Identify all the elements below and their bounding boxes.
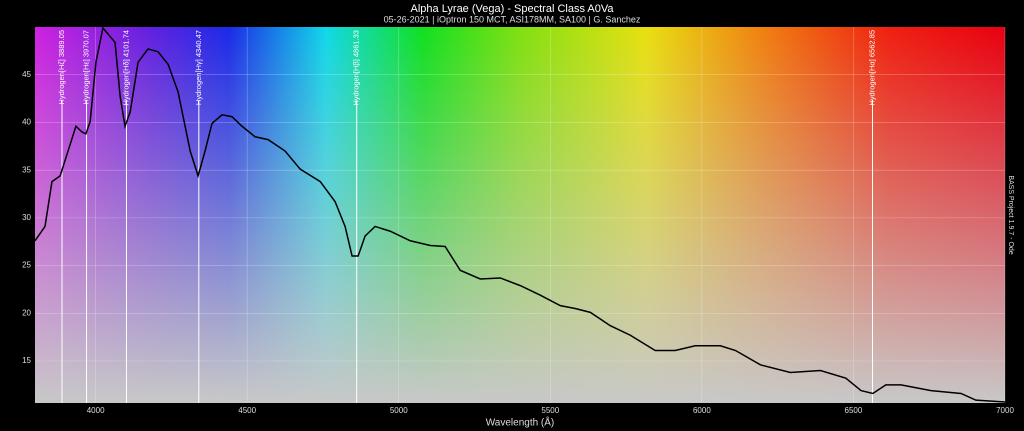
x-tick-label: 4000 xyxy=(87,406,105,415)
y-tick-label: 20 xyxy=(22,308,31,317)
annotation-label: Hydrogen[Hα] 6562.85 xyxy=(867,30,876,106)
y-tick-label: 30 xyxy=(22,213,31,222)
spectrum-fade xyxy=(35,27,1005,403)
x-tick-label: 5500 xyxy=(541,406,559,415)
x-tick-label: 5000 xyxy=(390,406,408,415)
annotation-label: Hydrogen[Hβ] 4861.33 xyxy=(352,30,361,106)
y-tick-label: 25 xyxy=(22,261,31,270)
x-tick-label: 7000 xyxy=(996,406,1014,415)
annotation-label: Hydrogen[Hζ] 3889.05 xyxy=(57,30,66,105)
y-tick-label: 35 xyxy=(22,165,31,174)
x-tick-label: 6500 xyxy=(845,406,863,415)
x-axis-label: Wavelength (Å) xyxy=(486,416,555,429)
y-tick-label: 40 xyxy=(22,118,31,127)
y-tick-label: 45 xyxy=(22,70,31,79)
chart-subtitle: 05-26-2021 | iOptron 150 MCT, ASI178MM, … xyxy=(384,14,641,24)
side-note: BASS Project 1.9.7 - Ode xyxy=(1007,175,1014,254)
spectrum-line xyxy=(34,26,1006,403)
chart-title: Alpha Lyrae (Vega) - Spectral Class A0Va xyxy=(411,3,615,15)
annotation-label: Hydrogen[Hδ] 4101.74 xyxy=(121,30,130,105)
x-tick-label: 6000 xyxy=(693,406,711,415)
x-tick-label: 4500 xyxy=(238,406,256,415)
y-tick-label: 15 xyxy=(22,356,31,365)
annotation-label: Hydrogen[Hγ] 4340.47 xyxy=(194,30,203,105)
annotation-label: Hydrogen[Hε] 3970.07 xyxy=(82,30,91,105)
